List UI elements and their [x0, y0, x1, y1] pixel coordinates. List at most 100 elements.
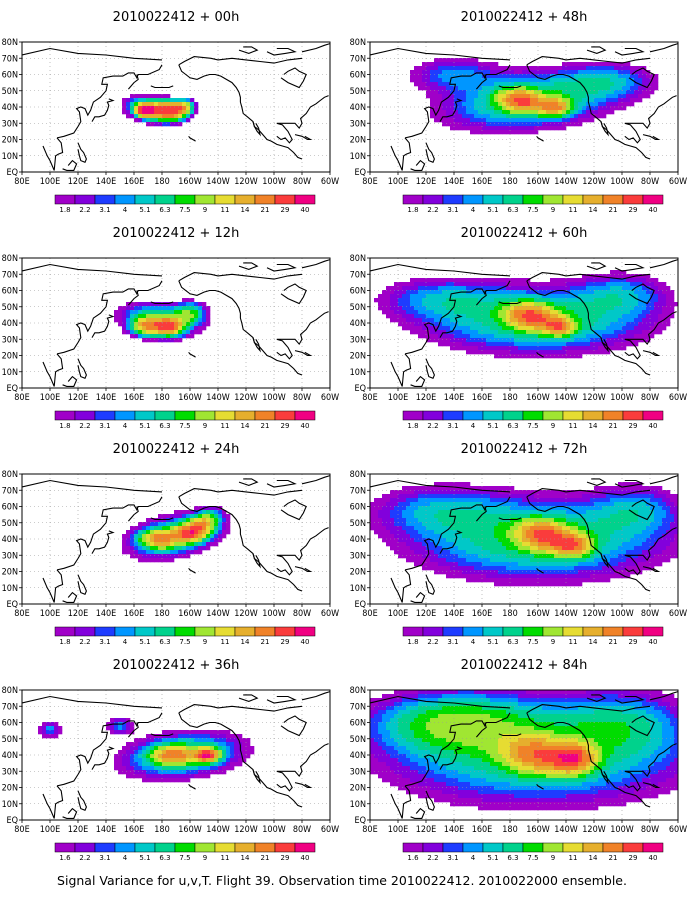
variance-cell — [502, 314, 507, 319]
variance-cell — [190, 330, 195, 335]
variance-cell — [446, 66, 451, 71]
variance-cell — [462, 66, 467, 71]
colorbar-swatch — [522, 194, 544, 205]
variance-cell — [194, 330, 199, 335]
variance-cell — [450, 518, 455, 523]
variance-cell — [394, 318, 399, 323]
variance-cell — [430, 294, 435, 299]
variance-cell — [582, 78, 587, 83]
variance-cell — [430, 82, 435, 87]
variance-cell — [490, 562, 495, 567]
variance-cell — [174, 306, 179, 311]
variance-cell — [558, 346, 563, 351]
variance-cell — [594, 526, 599, 531]
variance-cell — [642, 314, 647, 319]
variance-cell — [522, 334, 527, 339]
variance-cell — [422, 514, 427, 519]
variance-cell — [154, 102, 159, 107]
variance-cell — [406, 514, 411, 519]
variance-cell — [582, 550, 587, 555]
variance-cell — [570, 538, 575, 543]
variance-cell — [498, 322, 503, 327]
colorbar-label: 11 — [221, 206, 230, 214]
variance-cell — [126, 106, 131, 111]
variance-cell — [410, 322, 415, 327]
variance-cell — [506, 82, 511, 87]
variance-cell — [582, 506, 587, 511]
variance-cell — [130, 538, 135, 543]
variance-cell — [650, 306, 655, 311]
variance-cell — [438, 482, 443, 487]
variance-cell — [506, 514, 511, 519]
variance-cell — [650, 334, 655, 339]
variance-cell — [206, 522, 211, 527]
variance-cell — [522, 126, 527, 131]
variance-cell — [418, 326, 423, 331]
variance-cell — [546, 306, 551, 311]
variance-cell — [670, 506, 675, 511]
variance-cell — [590, 94, 595, 99]
variance-cell — [454, 74, 459, 79]
colorbar-label: 7.5 — [527, 422, 538, 430]
variance-cell — [590, 502, 595, 507]
colorbar-swatch — [174, 194, 196, 205]
variance-cell — [490, 98, 495, 103]
variance-cell — [486, 330, 491, 335]
variance-cell — [630, 290, 635, 295]
variance-cell — [510, 286, 515, 291]
variance-cell — [502, 518, 507, 523]
variance-cell — [566, 562, 571, 567]
variance-cell — [490, 350, 495, 355]
variance-cell — [498, 74, 503, 79]
variance-cell — [198, 514, 203, 519]
variance-cell — [490, 542, 495, 547]
variance-cell — [138, 554, 143, 559]
variance-cell — [474, 498, 479, 503]
variance-cell — [586, 86, 591, 91]
variance-cell — [450, 302, 455, 307]
variance-cell — [434, 282, 439, 287]
variance-cell — [558, 582, 563, 587]
variance-cell — [610, 98, 615, 103]
variance-cell — [142, 102, 147, 107]
variance-cell — [414, 514, 419, 519]
variance-cell — [606, 94, 611, 99]
coastline — [439, 98, 463, 122]
variance-cell — [546, 282, 551, 287]
variance-cell — [518, 118, 523, 123]
variance-cell — [610, 294, 615, 299]
variance-cell — [634, 518, 639, 523]
variance-cell — [634, 550, 639, 555]
variance-cell — [662, 290, 667, 295]
variance-cell — [626, 290, 631, 295]
variance-cell — [586, 306, 591, 311]
variance-cell — [446, 294, 451, 299]
variance-cell — [410, 526, 415, 531]
variance-cell — [582, 554, 587, 559]
variance-cell — [518, 578, 523, 583]
variance-cell — [582, 570, 587, 575]
variance-cell — [502, 278, 507, 283]
colorbar-swatch — [294, 410, 316, 421]
variance-cell — [538, 350, 543, 355]
variance-cell — [518, 90, 523, 95]
variance-cell — [642, 486, 647, 491]
variance-cell — [558, 502, 563, 507]
panel-title: 2010022412 + 48h — [461, 10, 588, 25]
variance-cell — [434, 530, 439, 535]
variance-cell — [446, 106, 451, 111]
variance-cell — [482, 486, 487, 491]
variance-cell — [586, 510, 591, 515]
variance-cell — [634, 522, 639, 527]
variance-cell — [638, 90, 643, 95]
variance-cell — [510, 310, 515, 315]
variance-cell — [658, 502, 663, 507]
variance-cell — [166, 530, 171, 535]
variance-cell — [578, 326, 583, 331]
variance-cell — [210, 530, 215, 535]
variance-cell — [186, 550, 191, 555]
variance-cell — [402, 526, 407, 531]
variance-cell — [434, 118, 439, 123]
variance-cell — [526, 562, 531, 567]
variance-cell — [654, 330, 659, 335]
